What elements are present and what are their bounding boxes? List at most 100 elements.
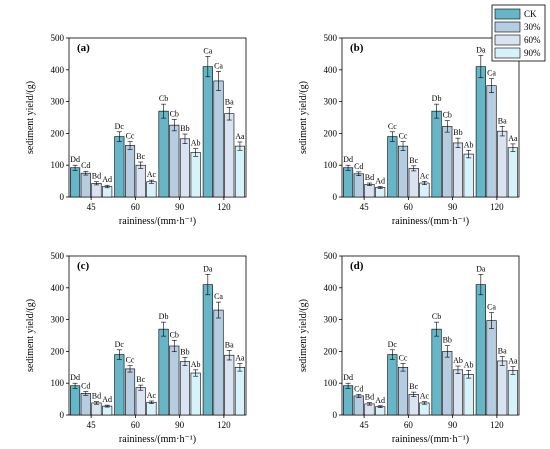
bar [364, 403, 375, 416]
significance-label: Ab [453, 356, 463, 365]
significance-label: Ab [191, 360, 201, 369]
x-axis-title: raininess/(mm·h⁻¹) [119, 216, 196, 227]
y-tick-label: 0 [333, 410, 338, 420]
y-tick-label: 100 [51, 160, 65, 170]
bar [463, 153, 474, 198]
panel-label: (d) [350, 260, 364, 272]
bar [408, 394, 419, 416]
bar [397, 145, 409, 198]
significance-label: Ba [225, 97, 234, 106]
bar [375, 187, 386, 198]
y-tick-label: 200 [324, 128, 338, 138]
significance-label: Bd [92, 392, 101, 401]
significance-label: Aa [508, 134, 518, 143]
bar [507, 147, 518, 198]
chart-panel-0: 0 100 200 300 400 500 sediment yield/(g) rainin… [25, 33, 247, 227]
x-tick-label: 60 [131, 420, 141, 430]
y-axis-title: sediment yield/(g) [298, 299, 309, 372]
bar [397, 366, 409, 416]
bar [442, 126, 453, 198]
significance-label: Dd [343, 373, 353, 382]
significance-label: Cb [443, 111, 452, 120]
bar [179, 361, 191, 416]
legend: CK 30% 60% 90% [491, 4, 546, 62]
bar [179, 138, 191, 198]
x-tick-label: 45 [360, 202, 370, 212]
bar [497, 130, 508, 198]
significance-label: Cc [399, 132, 408, 141]
bar [452, 369, 464, 416]
bar [169, 345, 180, 416]
bar [102, 405, 113, 416]
panel-label: (b) [350, 42, 364, 54]
significance-label: Cb [432, 312, 441, 321]
significance-label: Da [203, 264, 213, 273]
y-tick-label: 300 [51, 97, 65, 107]
significance-label: Cb [170, 330, 179, 339]
legend-swatch-30 [494, 21, 521, 33]
bar [234, 145, 245, 198]
y-tick-label: 0 [333, 192, 338, 202]
significance-label: Bc [409, 156, 418, 165]
y-axis-title: sediment yield/(g) [25, 299, 36, 372]
bar [442, 351, 453, 416]
significance-label: Cb [159, 94, 168, 103]
plot-frame [68, 255, 247, 416]
bar [202, 66, 213, 198]
significance-label: Ca [214, 61, 223, 70]
y-tick-label: 300 [324, 315, 338, 325]
significance-label: Aa [508, 357, 518, 366]
significance-label: Bb [180, 124, 189, 133]
significance-label: Ca [214, 292, 223, 301]
significance-label: Cd [81, 381, 90, 390]
y-tick-label: 100 [51, 378, 65, 388]
x-tick-label: 120 [217, 202, 231, 212]
significance-label: Bb [180, 347, 189, 356]
significance-label: Bb [443, 336, 452, 345]
significance-label: Cc [126, 132, 135, 141]
bar [431, 328, 442, 416]
bar [190, 372, 201, 416]
bar [234, 366, 245, 416]
legend-entry-ck: CK [494, 8, 537, 20]
legend-label-90: 90% [524, 48, 541, 58]
bar [146, 401, 157, 416]
significance-label: Aa [235, 132, 245, 141]
significance-label: Cd [354, 162, 363, 171]
bar [124, 368, 136, 416]
plot-frame [68, 37, 247, 198]
significance-label: Dd [70, 155, 80, 164]
significance-label: Bb [453, 128, 462, 137]
legend-label-30: 30% [524, 22, 541, 32]
bar [419, 182, 430, 198]
bar [91, 183, 102, 198]
x-tick-label: 45 [87, 420, 97, 430]
significance-label: Ba [225, 340, 234, 349]
significance-label: Ac [420, 392, 430, 401]
significance-label: Ba [498, 116, 507, 125]
bar [146, 181, 157, 198]
bar [343, 385, 354, 416]
bar [408, 168, 419, 198]
significance-label: Ca [203, 46, 212, 55]
significance-label: Ad [375, 396, 385, 405]
significance-label: Cb [170, 109, 179, 118]
significance-label: Db [159, 312, 169, 321]
bar [114, 354, 125, 416]
y-tick-label: 300 [51, 315, 65, 325]
bar [213, 80, 224, 198]
bar [387, 354, 398, 416]
x-tick-label: 90 [448, 202, 458, 212]
x-tick-label: 60 [404, 202, 414, 212]
x-tick-label: 90 [175, 420, 185, 430]
panel-label: (c) [77, 260, 90, 272]
panel-label: (a) [77, 42, 90, 54]
x-tick-label: 90 [175, 202, 185, 212]
significance-label: Ac [147, 391, 157, 400]
legend-label-60: 60% [524, 35, 541, 45]
legend-entry-60: 60% [494, 34, 541, 46]
y-tick-label: 500 [324, 251, 338, 261]
x-tick-label: 90 [448, 420, 458, 430]
significance-label: Db [432, 94, 442, 103]
x-tick-label: 45 [87, 202, 97, 212]
